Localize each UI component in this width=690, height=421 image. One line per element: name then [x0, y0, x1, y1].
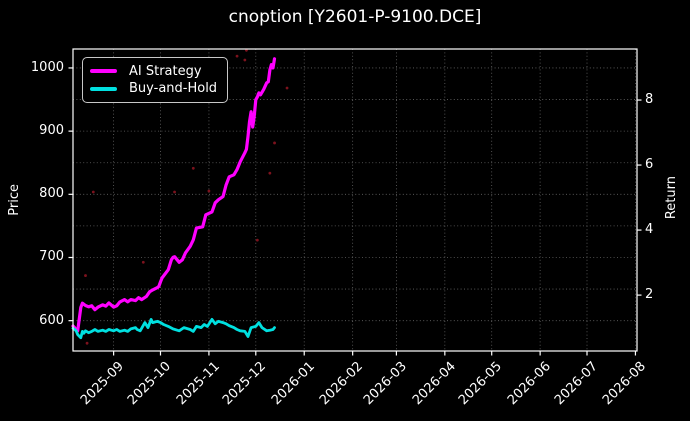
chart-title: cnoption [Y2601-P-9100.DCE] — [228, 7, 482, 27]
legend-label-buy-and-hold: Buy-and-Hold — [129, 81, 218, 97]
trade-marker-dot — [84, 274, 87, 277]
legend-item-ai-strategy: AI Strategy — [90, 64, 219, 79]
legend-item-buy-and-hold: Buy-and-Hold — [90, 81, 219, 96]
trade-marker-dot — [173, 190, 176, 194]
trade-marker-dot — [85, 341, 89, 345]
price-tick-label: 800 — [39, 186, 64, 202]
price-tick-label: 600 — [39, 312, 64, 328]
price-tick-label: 1000 — [30, 59, 64, 75]
trade-marker-dot — [255, 238, 259, 242]
trade-marker-dot — [141, 260, 145, 264]
buy-and-hold-line — [71, 317, 276, 340]
legend: AI Strategy Buy-and-Hold — [82, 57, 228, 103]
trade-marker-dot — [191, 166, 195, 170]
return-tick-label: 4 — [645, 222, 654, 238]
plot-border — [72, 48, 638, 352]
trade-marker-dot — [273, 141, 276, 145]
trade-marker-dot — [268, 171, 272, 175]
return-tick-label: 2 — [645, 287, 654, 303]
price-tick-label: 700 — [39, 249, 64, 265]
trade-marker-dot — [91, 190, 95, 194]
trade-marker-dot — [243, 58, 247, 62]
trade-marker-dot — [207, 189, 211, 193]
buy-and-hold-line-sample — [90, 87, 117, 91]
ai-strategy-line — [71, 57, 277, 333]
trade-marker-dot — [235, 54, 239, 58]
trade-marker-dot — [245, 48, 248, 52]
trade-marker-dot — [285, 86, 289, 90]
return-tick-label: 8 — [645, 92, 654, 108]
legend-label-ai-strategy: AI Strategy — [129, 63, 202, 79]
price-tick-label: 900 — [39, 123, 64, 139]
return-tick-label: 6 — [645, 157, 654, 173]
ai-strategy-line-sample — [90, 69, 117, 73]
